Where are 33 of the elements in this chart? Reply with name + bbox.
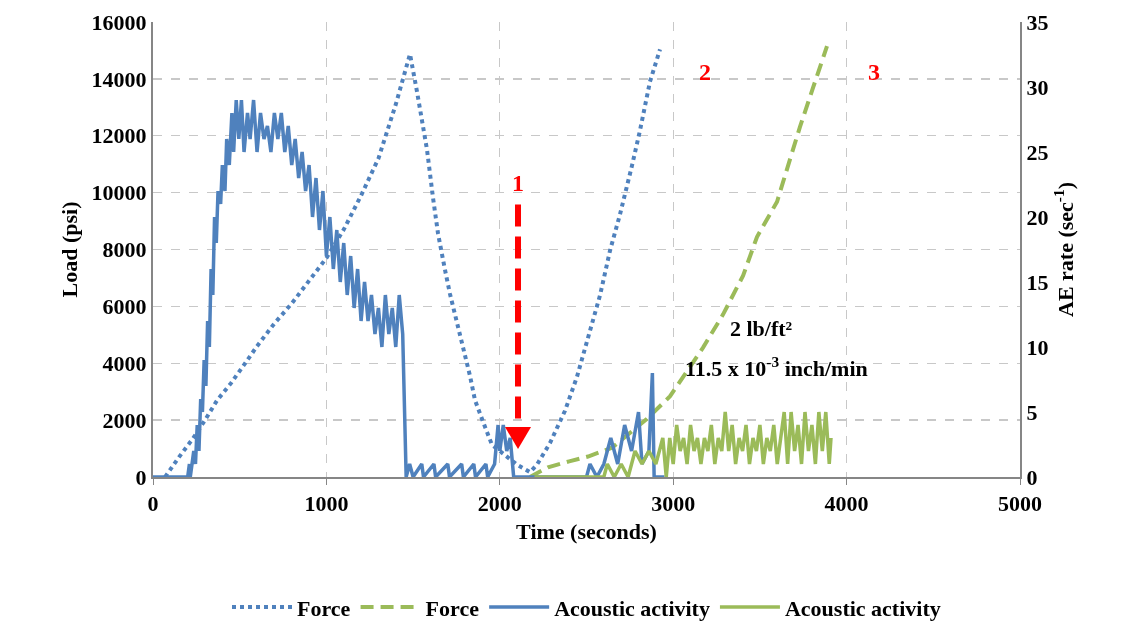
y-tick-label: 8000	[102, 237, 147, 263]
y2-tick-label: 25	[1026, 139, 1049, 165]
y-tick-label: 0	[135, 464, 147, 490]
y2-tick-label: 10	[1026, 334, 1049, 360]
y2-tick-label: 0	[1026, 464, 1038, 490]
y2-tick-label: 15	[1026, 269, 1049, 295]
legend-label: Force	[425, 595, 480, 621]
y-tick-label: 2000	[102, 407, 147, 433]
y-tick-label: 6000	[102, 294, 147, 320]
annotation: 2	[699, 59, 711, 85]
y2-tick-label: 5	[1026, 399, 1038, 425]
annotation: 11.5 x 10$^{-3}$ inch/min	[685, 353, 868, 382]
y2-tick-label: 30	[1026, 74, 1049, 100]
y-tick-label: 12000	[91, 123, 147, 149]
x-tick-label: 4000	[824, 491, 869, 517]
legend-label: Acoustic activity	[554, 595, 710, 621]
y-tick-label: 14000	[91, 66, 147, 92]
x-tick-label: 2000	[477, 491, 522, 517]
y-tick-label: 16000	[91, 9, 147, 35]
legend-label: Force	[297, 595, 351, 621]
y-axis-title: Load (psi)	[56, 201, 82, 298]
x-tick-label: 1000	[304, 491, 349, 517]
y2-tick-label: 35	[1026, 9, 1049, 35]
annotation: 3	[868, 59, 880, 85]
x-tick-label: 5000	[998, 491, 1042, 517]
annotation: 2 lb/ft²	[730, 316, 793, 341]
y2-tick-label: 20	[1026, 204, 1049, 230]
x-tick-label: 3000	[651, 491, 696, 517]
annotation: 1	[512, 170, 524, 196]
y-tick-label: 4000	[102, 350, 147, 376]
x-axis-title: Time (seconds)	[516, 518, 657, 544]
legend-label: Acoustic activity	[784, 595, 941, 621]
y-tick-label: 10000	[91, 180, 147, 206]
